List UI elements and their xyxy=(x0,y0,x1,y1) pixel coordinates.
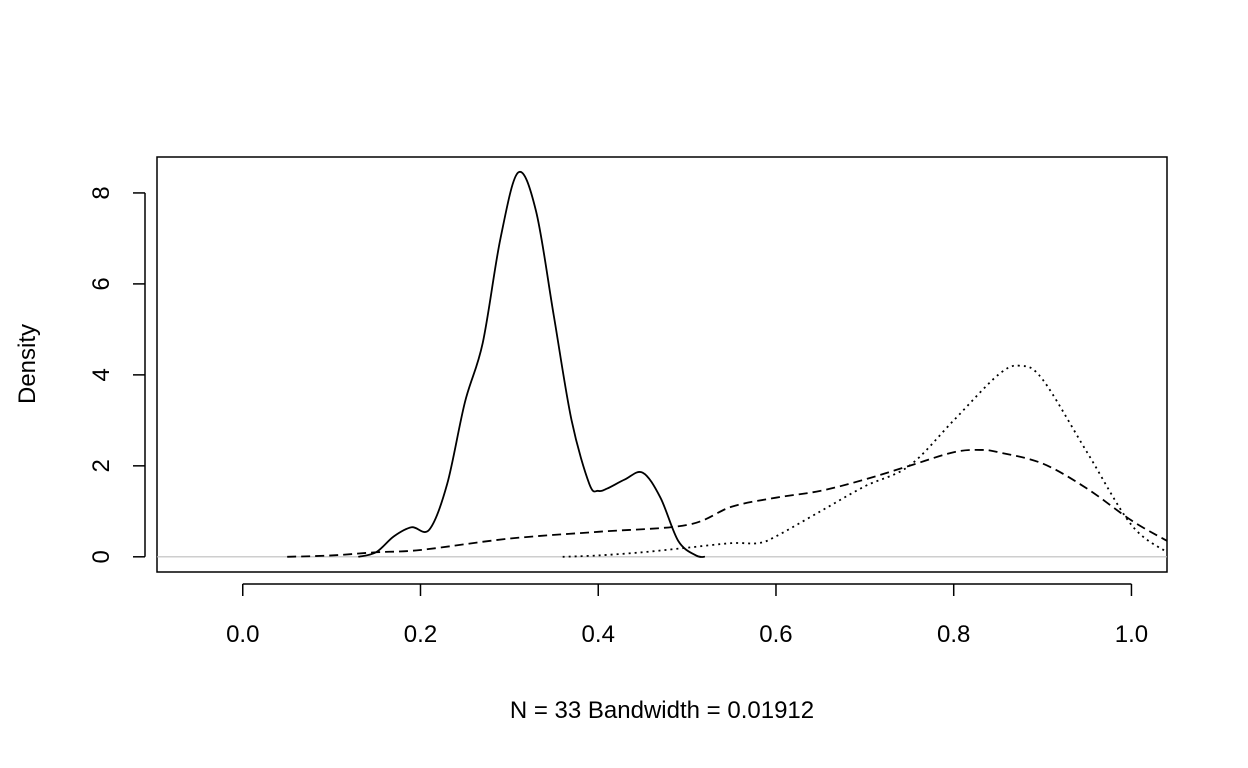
x-axis-title: N = 33 Bandwidth = 0.01912 xyxy=(510,697,814,724)
x-axis: 0.0 0.2 0.4 0.6 0.8 1.0 xyxy=(226,583,1148,648)
x-tick-label: 0.6 xyxy=(759,621,792,648)
density-curve-dotted xyxy=(562,364,1168,558)
x-tick-label: 1.0 xyxy=(1115,621,1148,648)
y-axis-title: Density xyxy=(14,324,41,404)
y-tick-label: 8 xyxy=(88,186,115,199)
x-tick-label: 0.4 xyxy=(582,621,615,648)
y-tick-label: 4 xyxy=(88,368,115,381)
density-curve-dashed xyxy=(287,449,1168,558)
x-tick-label: 0.0 xyxy=(226,621,259,648)
y-tick-label: 0 xyxy=(88,550,115,563)
density-curve-solid xyxy=(358,170,706,558)
y-tick-label: 6 xyxy=(88,277,115,290)
y-tick-label: 2 xyxy=(88,459,115,472)
x-tick-label: 0.2 xyxy=(404,621,437,648)
x-tick-label: 0.8 xyxy=(937,621,970,648)
plot-frame xyxy=(156,156,1168,573)
y-axis: 0 2 4 6 8 xyxy=(88,186,146,563)
